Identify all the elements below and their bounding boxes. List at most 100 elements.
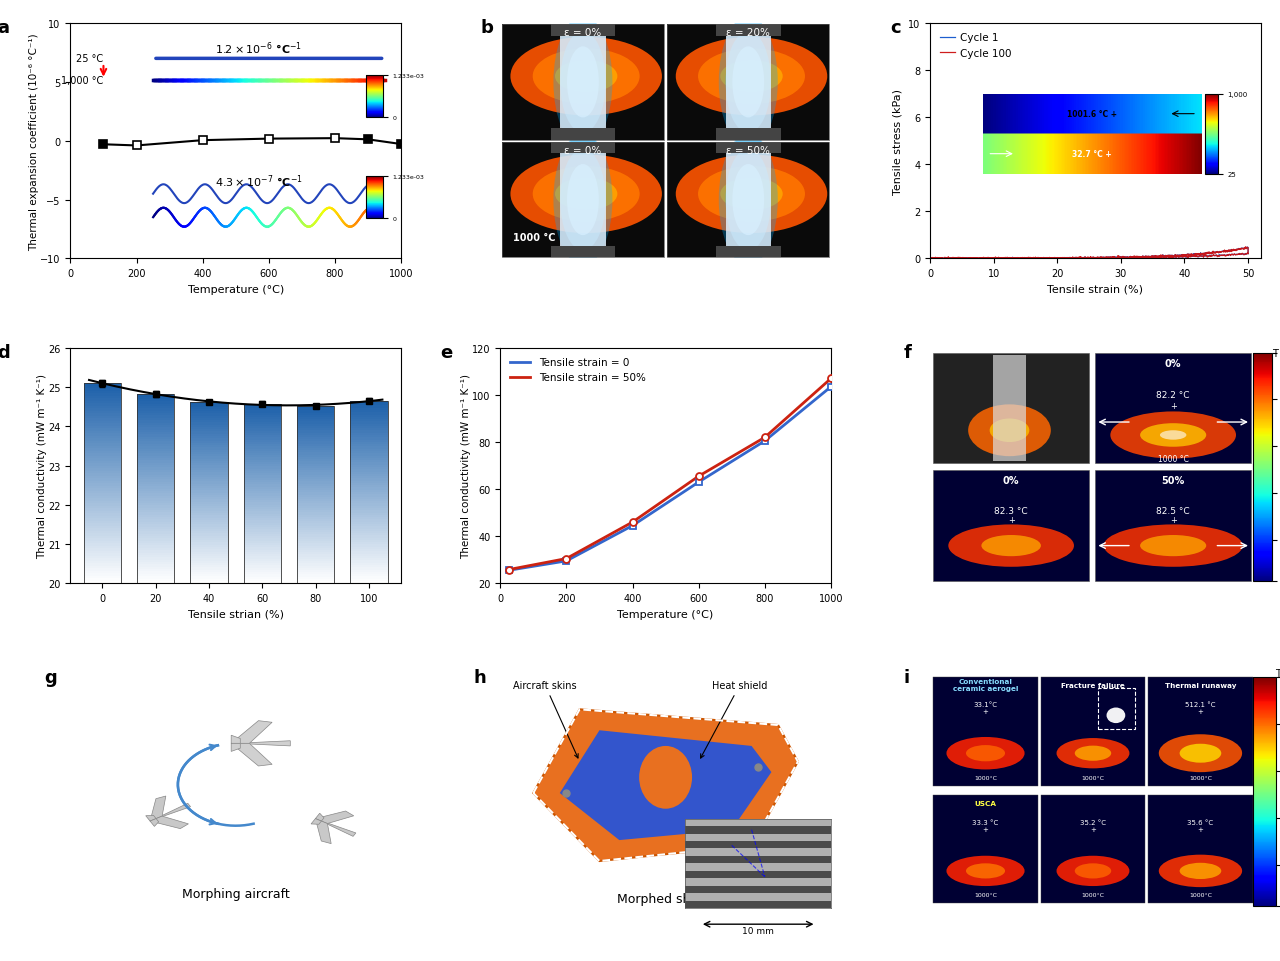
Bar [83,404,122,407]
Text: 1000°C: 1000°C [1082,775,1105,779]
Bar [351,522,388,525]
Ellipse shape [698,49,805,105]
Bar [137,499,174,501]
Bar [191,530,228,531]
Polygon shape [315,819,332,844]
Bar [297,493,334,495]
Cycle 100 [1238,242,1253,254]
Bar [83,521,122,524]
Bar [351,445,388,447]
Bar [351,500,388,502]
Bar [351,527,388,529]
Bar [191,475,228,478]
Bar [351,485,388,488]
Bar [351,538,388,540]
Bar [243,413,282,415]
Polygon shape [311,819,321,825]
Bar [137,553,174,555]
Bar [83,504,122,506]
Ellipse shape [567,47,599,118]
Bar [83,561,122,564]
Bar [297,504,334,506]
Bar [191,453,228,455]
Bar [83,407,122,408]
Text: d: d [0,344,10,361]
Bar [297,444,334,446]
Bar [137,494,174,496]
Bar [243,550,282,553]
Bar [83,511,122,514]
Bar [1096,354,1251,464]
Bar [83,456,122,458]
Bar [137,565,174,567]
Bar [83,446,122,449]
Text: +: + [1170,516,1176,525]
Bar [137,527,174,530]
Bar [83,536,122,539]
Bar [297,506,334,508]
Bar [297,542,334,544]
Cycle 100 [1185,251,1201,262]
Bar [137,409,174,411]
Bar [243,575,282,577]
Bar [83,383,122,386]
Bar [243,559,282,561]
Bar [137,560,174,562]
Bar [243,487,282,489]
Bar [191,491,228,493]
Bar [137,548,174,551]
Polygon shape [319,820,356,836]
Bar [243,507,282,509]
Ellipse shape [982,535,1041,556]
Text: 1000°C: 1000°C [1082,893,1105,898]
Text: b: b [480,19,493,37]
Bar [137,575,174,577]
Bar [83,494,122,496]
Text: e: e [440,344,453,361]
Bar [137,539,174,541]
Bar [550,143,616,155]
Bar [297,466,334,469]
Cycle 1 [923,254,938,265]
Bar [351,433,388,435]
Bar [243,408,282,411]
Ellipse shape [721,179,782,210]
Bar [243,405,282,407]
Bar [297,546,334,548]
Bar [137,579,174,581]
Bar [243,474,282,476]
Line: Tensile strain = 0: Tensile strain = 0 [508,387,831,571]
Bar [716,25,781,37]
Bar [191,436,228,439]
Bar [297,459,334,462]
Cycle 1 [1014,254,1029,265]
Cycle 1 [1152,252,1167,263]
Text: $4.3\times10^{-7}$ °C$^{-1}$: $4.3\times10^{-7}$ °C$^{-1}$ [215,173,303,190]
Bar [1041,796,1146,903]
Bar [137,447,174,449]
Bar [297,415,334,418]
Bar [191,423,228,425]
Cycle 1 [1185,251,1201,262]
Bar [243,433,282,435]
Bar [191,577,228,579]
Bar [191,428,228,430]
Text: ε = 0%: ε = 0% [564,146,602,156]
Bar [137,536,174,539]
Bar [351,415,388,417]
Bar [191,403,228,405]
Text: Thermal runaway: Thermal runaway [1165,682,1236,688]
Bar [1096,471,1251,581]
Bar [137,501,174,504]
Bar [83,441,122,444]
Bar [83,554,122,556]
Bar [191,411,228,414]
FancyBboxPatch shape [561,151,605,252]
Bar [297,420,334,422]
Bar [243,528,282,530]
Cycle 1 [977,254,992,265]
Bar [351,472,388,475]
Bar [191,432,228,434]
Bar [137,449,174,452]
Bar [83,546,122,549]
